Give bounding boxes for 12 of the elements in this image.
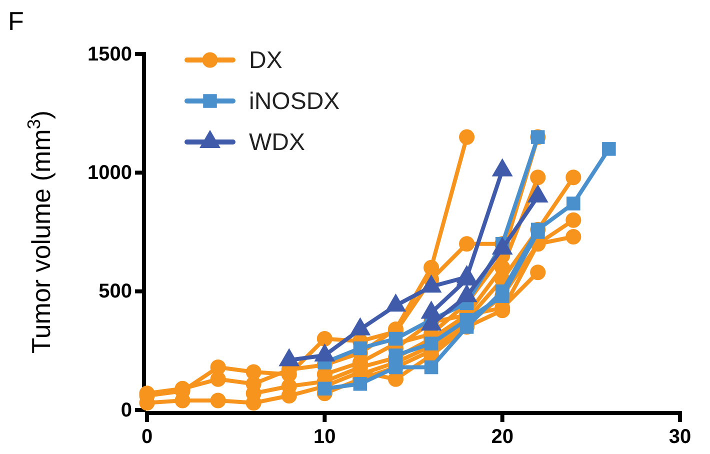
legend-label: WDX [249, 129, 305, 156]
y-tick-label: 0 [120, 399, 132, 422]
legend-label: iNOSDX [249, 88, 340, 115]
y-tick-label: 1000 [88, 162, 132, 184]
x-tick-label: 20 [491, 426, 514, 448]
y-tick-label: 500 [98, 280, 132, 303]
legend-label: DX [249, 47, 282, 74]
x-tick-label: 30 [668, 426, 692, 448]
x-tick-label: 0 [141, 426, 153, 448]
y-tick-label: 1500 [88, 43, 132, 66]
chart-title: F [8, 6, 24, 36]
x-tick-label: 10 [314, 426, 336, 448]
